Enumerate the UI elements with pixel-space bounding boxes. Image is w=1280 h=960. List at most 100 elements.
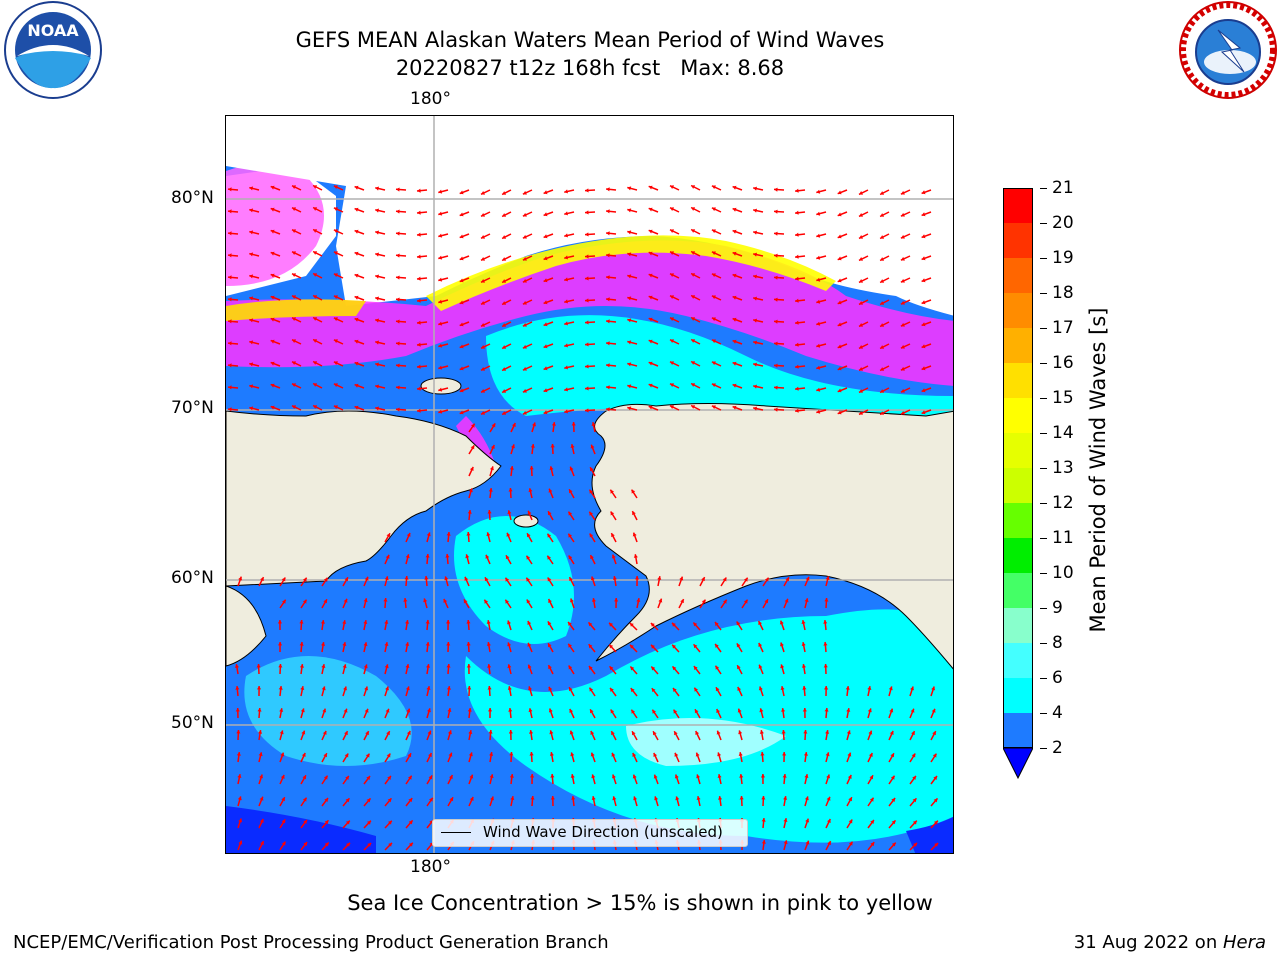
land-siberia: [226, 410, 502, 587]
wave-arrow-head: [803, 752, 808, 756]
wave-arrow-head: [270, 317, 275, 322]
wave-arrow-head: [795, 254, 799, 259]
wave-arrow-head: [466, 642, 471, 646]
wave-arrow-head: [711, 383, 716, 388]
wave-arrow-head: [280, 752, 285, 757]
wave-arrow-head: [891, 842, 896, 847]
wave-arrow-head: [859, 213, 863, 217]
wave-arrow-head: [921, 410, 926, 415]
wave-arrow-head: [670, 185, 674, 189]
wave-arrow-head: [375, 274, 379, 279]
land-kamchatka: [226, 585, 267, 667]
wave-arrow-head: [921, 278, 926, 283]
wave-arrow-head: [423, 598, 428, 603]
wave-arrow-head: [270, 185, 275, 190]
wave-arrow-head: [880, 213, 885, 217]
wave-arrow-head: [569, 577, 573, 581]
wave-arrow-head: [354, 207, 359, 212]
wave-arrow-head: [228, 319, 232, 324]
wave-arrow-head: [486, 642, 491, 646]
wave-arrow-head: [505, 599, 509, 604]
wave-arrow-head: [487, 686, 492, 690]
wave-arrow-head: [632, 774, 637, 779]
wave-arrow-head: [848, 797, 852, 802]
wave-arrow-head: [313, 361, 318, 365]
wave-arrow-head: [228, 253, 232, 258]
wave-arrow-head: [333, 273, 338, 278]
wave-arrow-head: [408, 798, 413, 803]
wave-arrow-head: [487, 664, 492, 668]
wave-arrow-head: [934, 820, 938, 825]
wave-arrow-head: [737, 686, 742, 691]
wave-arrow-head: [826, 796, 831, 801]
wave-arrow-head: [627, 252, 632, 257]
wave-arrow-head: [847, 774, 852, 779]
wave-arrow-head: [585, 210, 589, 215]
wave-arrow-head: [281, 577, 286, 582]
wave-arrow-head: [530, 774, 535, 778]
wave-arrow-head: [345, 775, 349, 780]
wave-arrow-head: [366, 776, 370, 780]
wave-arrow-head: [429, 797, 433, 802]
wave-arrow-head: [387, 798, 392, 803]
wave-arrow-head: [299, 642, 304, 646]
wave-arrow-head: [301, 730, 306, 735]
colorbar-band: [1003, 293, 1033, 328]
wave-arrow-head: [648, 295, 653, 300]
wave-arrow-head: [447, 730, 452, 735]
wave-arrow-head: [695, 731, 700, 735]
wave-arrow-head: [816, 255, 821, 260]
wave-arrow-head: [606, 187, 610, 192]
wave-arrow-head: [934, 843, 939, 847]
wave-arrow-head: [711, 251, 716, 256]
wave-arrow-head: [324, 842, 329, 847]
wave-arrow-head: [428, 753, 432, 757]
wave-arrow-head: [824, 686, 829, 690]
wave-arrow-head: [438, 233, 443, 238]
wave-arrow-head: [900, 366, 905, 371]
wave-arrow-head: [732, 339, 737, 344]
wave-arrow-head: [816, 321, 821, 326]
wave-arrow-head: [588, 622, 593, 627]
wave-arrow-head: [606, 385, 610, 390]
wave-arrow-head: [469, 774, 474, 779]
colorbar-tick-mark: [1040, 433, 1047, 434]
wave-arrow-head: [417, 342, 421, 347]
wave-arrow-head: [758, 686, 763, 691]
wave-arrow-head: [648, 207, 653, 212]
wave-arrow-head: [313, 405, 318, 409]
wave-arrow-head: [228, 275, 232, 280]
wave-arrow-head: [270, 273, 275, 278]
wave-arrow-head: [548, 599, 552, 603]
wave-arrow-head: [691, 273, 696, 277]
wave-arrow-head: [228, 407, 232, 412]
wave-arrow-head: [299, 664, 304, 668]
wave-arrow-head: [281, 841, 286, 846]
wave-arrow-head: [779, 620, 784, 625]
wave-arrow-head: [488, 708, 493, 712]
wave-arrow-head: [715, 643, 719, 648]
wave-arrow-head: [695, 752, 700, 757]
wave-arrow-head: [825, 576, 830, 581]
wave-arrow-head: [527, 664, 532, 669]
wave-arrow-head: [783, 818, 788, 822]
wave-arrow-head: [522, 256, 527, 261]
wave-arrow-head: [387, 775, 391, 780]
wave-arrow-head: [738, 752, 743, 756]
wave-arrow-head: [508, 488, 513, 492]
wave-arrow-head: [570, 774, 575, 778]
wave-arrow-head: [610, 687, 614, 692]
wave-arrow-head: [585, 276, 589, 281]
wave-arrow-head: [804, 796, 809, 801]
wave-arrow-head: [932, 731, 936, 736]
wave-arrow-head: [443, 598, 448, 603]
wave-arrow-head: [365, 731, 369, 736]
wave-arrow-head: [384, 642, 389, 646]
wave-arrow-head: [502, 345, 507, 349]
wave-arrow-head: [344, 753, 349, 758]
wave-arrow-head: [630, 666, 635, 671]
wave-arrow-head: [438, 365, 443, 370]
wave-arrow-head: [238, 840, 243, 845]
wave-arrow-head: [388, 842, 392, 847]
wave-arrow-head: [249, 362, 254, 367]
